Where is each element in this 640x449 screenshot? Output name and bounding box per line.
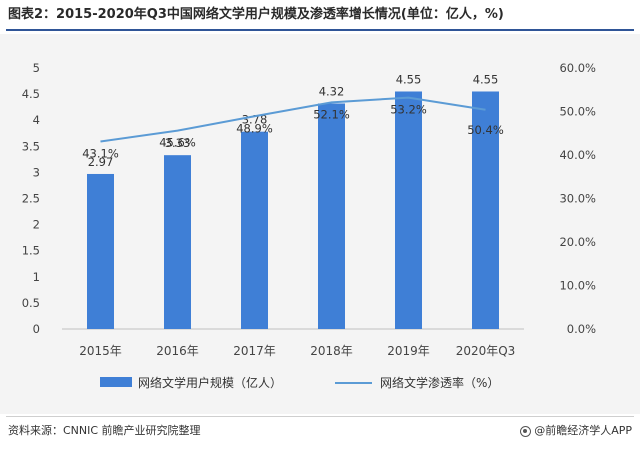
source-note: 资料来源：CNNIC 前瞻产业研究院整理	[8, 424, 201, 437]
footer-divider	[6, 416, 634, 417]
y-left-tick-label: 0.5	[22, 296, 40, 310]
y-right-tick-label: 10.0%	[559, 279, 596, 293]
y-right-tick-label: 50.0%	[559, 105, 596, 119]
y-right-tick-label: 20.0%	[559, 235, 596, 249]
y-left-tick-label: 1	[33, 270, 40, 284]
bar-value-label: 3.33	[165, 136, 191, 150]
y-left-tick-label: 4.5	[22, 87, 40, 101]
line-value-label: 48.9%	[236, 121, 273, 135]
penetration-line	[100, 96, 486, 143]
chart-canvas: 00.511.522.533.544.55 0.0%10.0%20.0%30.0…	[22, 61, 596, 390]
bar-value-label: 4.32	[319, 84, 345, 98]
legend-swatch-bar	[100, 377, 132, 387]
y-left-tick-label: 2	[33, 218, 40, 232]
line-value-label: 50.4%	[467, 123, 504, 137]
bar-users-2017年	[241, 131, 268, 329]
title-divider	[6, 29, 634, 31]
bar-value-label: 2.97	[88, 155, 114, 169]
chart-title: 图表2：2015-2020年Q3中国网络文学用户规模及渗透率增长情况(单位：亿人…	[8, 7, 504, 22]
y-right-tick-label: 30.0%	[559, 192, 596, 206]
bar-users-2016年	[164, 155, 191, 329]
line-value-label: 52.1%	[313, 107, 350, 121]
line-value-label: 53.2%	[390, 103, 427, 117]
legend-label-users: 网络文学用户规模（亿人）	[138, 375, 282, 390]
bar-users-2019年	[395, 91, 422, 329]
y-right-tick-label: 0.0%	[567, 322, 596, 336]
y-left-tick-label: 2.5	[22, 192, 40, 206]
bar-users-2020年Q3	[472, 91, 499, 329]
y-left-tick-label: 0	[33, 322, 40, 336]
brand-logo-icon	[520, 425, 532, 437]
bar-users-2015年	[87, 173, 114, 329]
bar-value-label: 4.55	[473, 72, 499, 86]
legend-label-penetration: 网络文学渗透率（%）	[380, 375, 499, 390]
line-value-label: 43.1%	[82, 147, 119, 161]
x-tick-label: 2020年Q3	[456, 344, 516, 358]
y-right-tick-label: 60.0%	[559, 61, 596, 75]
y-left-tick-label: 4	[33, 113, 40, 127]
y-left-tick-label: 1.5	[22, 244, 40, 258]
x-tick-label: 2018年	[310, 344, 353, 358]
x-tick-label: 2015年	[79, 344, 122, 358]
y-left-tick-label: 3	[33, 165, 40, 179]
y-right-tick-label: 40.0%	[559, 148, 596, 162]
bar-value-label: 4.55	[396, 72, 422, 86]
y-left-tick-label: 3.5	[22, 139, 40, 153]
x-tick-label: 2017年	[233, 344, 276, 358]
brand-text: @前瞻经济学人APP	[534, 424, 632, 437]
x-tick-label: 2019年	[387, 344, 430, 358]
bar-users-2018年	[318, 103, 345, 329]
bar-value-label: 3.78	[242, 113, 268, 127]
line-value-label: 45.6%	[159, 136, 196, 150]
x-tick-label: 2016年	[156, 344, 199, 358]
y-left-tick-label: 5	[33, 61, 40, 75]
brand-credit: @前瞻经济学人APP	[520, 421, 632, 441]
